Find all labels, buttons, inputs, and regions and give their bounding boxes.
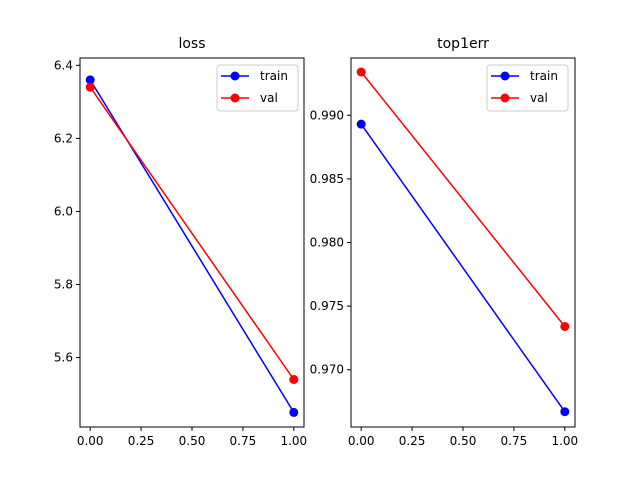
loss-train-point bbox=[289, 407, 299, 417]
top1err-y-ticks: 0.970 0.975 0.980 0.985 0.990 bbox=[310, 108, 351, 377]
loss-train-point bbox=[85, 75, 95, 85]
top1err-legend-val-marker bbox=[500, 93, 510, 103]
top1err-legend-val-label: val bbox=[530, 91, 548, 105]
loss-y-tick-label: 6.2 bbox=[54, 131, 73, 145]
loss-legend-val-marker bbox=[230, 93, 240, 103]
top1err-y-tick-label: 0.990 bbox=[310, 108, 344, 122]
top1err-x-tick-label: 0.00 bbox=[348, 434, 375, 448]
loss-legend-train-marker bbox=[230, 71, 240, 81]
top1err-x-ticks: 0.00 0.25 0.50 0.75 1.00 bbox=[348, 427, 578, 448]
top1err-subplot: top1err 0.00 0.25 0.50 0.75 1.00 0.9700.9750… bbox=[310, 36, 579, 448]
loss-legend-train-label: train bbox=[260, 69, 288, 83]
top1err-val-line bbox=[360, 71, 566, 327]
loss-x-tick-label: 0.25 bbox=[128, 434, 155, 448]
loss-val-point bbox=[85, 82, 95, 92]
top1err-legend: train val bbox=[486, 64, 569, 112]
loss-x-tick-label: 0.75 bbox=[230, 434, 257, 448]
loss-x-tick-label: 0.50 bbox=[179, 434, 206, 448]
loss-subplot: loss 0.00 0.25 0.50 0.75 1.00 5.6 5.8 6.0 6.2 6.… bbox=[54, 36, 307, 448]
loss-title: loss bbox=[178, 36, 205, 52]
loss-x-tick-label: 0.00 bbox=[77, 434, 104, 448]
loss-legend-val-label: val bbox=[260, 91, 278, 105]
top1err-train-line bbox=[360, 123, 566, 413]
top1err-val-point bbox=[356, 67, 366, 77]
loss-series-group bbox=[85, 75, 299, 417]
loss-y-tick-label: 6.4 bbox=[54, 58, 73, 72]
top1err-y-tick-label: 0.970 bbox=[310, 363, 344, 377]
top1err-legend-train-label: train bbox=[530, 69, 558, 83]
top1err-x-tick-label: 1.00 bbox=[551, 434, 578, 448]
top1err-train-point bbox=[560, 407, 570, 417]
top1err-train-point bbox=[356, 119, 366, 129]
loss-x-ticks: 0.00 0.25 0.50 0.75 1.00 bbox=[77, 427, 307, 448]
top1err-axes-frame bbox=[350, 57, 576, 428]
top1err-legend-train-marker bbox=[500, 71, 510, 81]
top1err-x-tick-label: 0.25 bbox=[399, 434, 426, 448]
top1err-title: top1err bbox=[437, 36, 489, 52]
loss-y-tick-label: 6.0 bbox=[54, 204, 73, 218]
top1err-x-tick-label: 0.75 bbox=[501, 434, 528, 448]
top1err-val-point bbox=[560, 321, 570, 331]
top1err-y-tick-label: 0.980 bbox=[310, 236, 344, 250]
top1err-y-tick-label: 0.975 bbox=[310, 299, 344, 313]
top1err-y-tick-label: 0.985 bbox=[310, 172, 344, 186]
loss-val-point bbox=[289, 375, 299, 385]
loss-val-line bbox=[89, 86, 295, 380]
loss-legend: train val bbox=[216, 64, 299, 112]
loss-x-tick-label: 1.00 bbox=[280, 434, 307, 448]
top1err-x-tick-label: 0.50 bbox=[450, 434, 477, 448]
loss-y-ticks: 5.6 5.8 6.0 6.2 6.4 bbox=[54, 58, 80, 365]
loss-axes-frame bbox=[79, 57, 305, 428]
top1err-series-group bbox=[356, 67, 570, 417]
loss-y-tick-label: 5.8 bbox=[54, 278, 73, 292]
loss-y-tick-label: 5.6 bbox=[54, 351, 73, 365]
